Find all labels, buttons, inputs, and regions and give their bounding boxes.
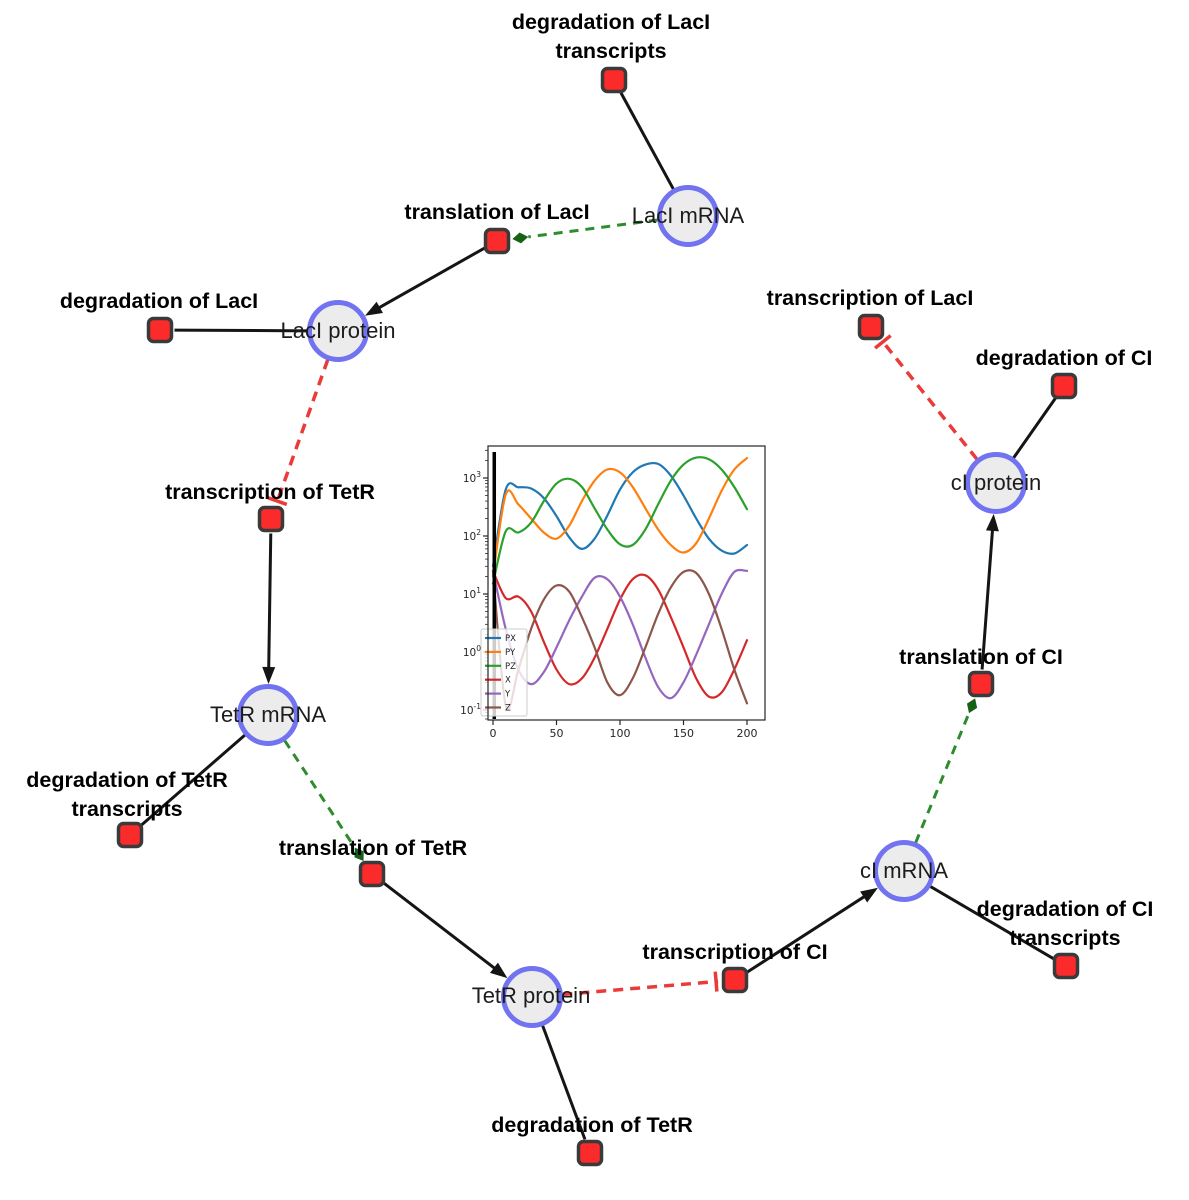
legend-entry-PY: PY <box>505 648 516 658</box>
edge-tetr-protein-deg-tetr <box>541 1025 587 1140</box>
reaction-node-transcription-tetr[interactable] <box>257 505 285 533</box>
legend-entry-Y: Y <box>504 690 511 700</box>
labels-layer: LacI mRNA LacI protein TetR mRNA TetR prote… <box>26 10 1153 1137</box>
edge-laci-mrna-translation-laci <box>512 218 658 244</box>
series-X <box>491 569 749 699</box>
node-label-transcription-ci: transcription of CI <box>642 940 827 964</box>
node-label-deg-laci-transcripts: degradation of LacI transcripts <box>512 10 710 63</box>
edge-translation-tetr-tetr-protein <box>382 881 508 979</box>
edge-translation-ci-ci-protein <box>980 513 999 670</box>
node-label-tetr-mrna: TetR mRNA <box>210 702 326 727</box>
reaction-node-deg-ci[interactable] <box>1050 372 1078 400</box>
svg-text:50: 50 <box>550 727 564 740</box>
node-label-translation-ci: translation of CI <box>899 645 1063 669</box>
node-label-transcription-laci: transcription of LacI <box>767 286 974 310</box>
species-node-laci-protein[interactable] <box>307 300 369 362</box>
edge-ci-mrna-translation-ci <box>914 698 978 844</box>
reaction-node-transcription-ci[interactable] <box>721 966 749 994</box>
svg-text:100: 100 <box>463 644 481 659</box>
edge-tetr-mrna-translation-tetr <box>283 739 364 862</box>
svg-text:103: 103 <box>463 470 481 485</box>
reaction-node-transcription-laci[interactable] <box>857 313 885 341</box>
node-label-translation-laci: translation of LacI <box>404 200 589 224</box>
svg-text:102: 102 <box>463 528 481 543</box>
svg-text:101: 101 <box>463 586 481 601</box>
reaction-node-deg-laci[interactable] <box>146 316 174 344</box>
edge-ci-protein-transcription-laci <box>873 334 979 461</box>
reaction-node-translation-tetr[interactable] <box>358 860 386 888</box>
edge-laci-protein-transcription-tetr <box>267 359 330 507</box>
series-lines <box>491 456 749 711</box>
node-label-deg-ci-transcripts: degradation of CI transcripts <box>977 897 1154 950</box>
series-Z <box>491 569 749 711</box>
edge-transcription-tetr-tetr-mrna <box>262 533 276 685</box>
svg-text:10-1: 10-1 <box>460 702 481 717</box>
node-label-deg-tetr-transcripts: degradation of TetR transcripts <box>26 768 228 821</box>
svg-text:0: 0 <box>490 727 497 740</box>
series-Y <box>491 568 749 700</box>
species-node-ci-protein[interactable] <box>965 452 1027 514</box>
edge-ci-mrna-deg-ci-transcripts <box>929 885 1055 960</box>
species-node-tetr-protein[interactable] <box>501 966 563 1028</box>
simulation-plot: 10-1 100 101 102 103 0 50 100 150 200 PX PY PZ XYZ <box>460 445 766 740</box>
node-label-deg-ci: degradation of CI <box>976 346 1153 370</box>
reaction-node-deg-laci-transcripts[interactable] <box>600 66 628 94</box>
series-PY <box>491 457 749 578</box>
legend-entry-Z: Z <box>505 704 511 714</box>
legend-entry-PZ: PZ <box>505 662 516 672</box>
node-label-laci-mrna: LacI mRNA <box>632 203 745 228</box>
edge-laci-mrna-deg-laci-transcripts <box>619 92 675 190</box>
edges-layer <box>139 92 1057 1140</box>
node-label-ci-mrna: cI mRNA <box>860 858 948 883</box>
reaction-node-deg-tetr[interactable] <box>576 1139 604 1167</box>
edge-tetr-mrna-deg-tetr-transcripts <box>139 733 246 827</box>
reaction-node-deg-ci-transcripts[interactable] <box>1052 952 1080 980</box>
edge-ci-protein-deg-ci <box>1012 397 1057 459</box>
reaction-node-translation-laci[interactable] <box>483 227 511 255</box>
svg-text:100: 100 <box>610 727 631 740</box>
x-axis: 0 50 100 150 200 <box>490 720 758 740</box>
svg-text:150: 150 <box>673 727 694 740</box>
edge-tetr-protein-transcription-ci <box>562 971 719 997</box>
reaction-node-translation-ci[interactable] <box>967 670 995 698</box>
node-label-deg-tetr: degradation of TetR <box>491 1113 693 1137</box>
node-label-ci-protein: cI protein <box>951 470 1042 495</box>
edge-translation-laci-laci-protein <box>364 246 486 316</box>
node-label-tetr-protein: TetR protein <box>472 983 591 1008</box>
reaction-node-deg-tetr-transcripts[interactable] <box>116 821 144 849</box>
node-label-deg-laci: degradation of LacI <box>60 289 258 313</box>
legend-entry-X: X <box>505 676 511 686</box>
species-node-ci-mrna[interactable] <box>873 840 935 902</box>
nodes-layer <box>116 66 1080 1167</box>
node-label-translation-tetr: translation of TetR <box>279 836 468 860</box>
legend-entry-PX: PX <box>505 634 516 644</box>
series-PX <box>491 461 749 568</box>
series-PZ <box>491 456 749 585</box>
plot-frame <box>487 445 766 721</box>
node-label-laci-protein: LacI protein <box>281 318 396 343</box>
edge-laci-protein-deg-laci <box>174 328 308 333</box>
svg-text:200: 200 <box>737 727 758 740</box>
species-node-tetr-mrna[interactable] <box>237 684 299 746</box>
node-label-transcription-tetr: transcription of TetR <box>165 480 375 504</box>
edge-transcription-ci-ci-mrna <box>746 887 878 974</box>
species-node-laci-mrna[interactable] <box>657 185 719 247</box>
